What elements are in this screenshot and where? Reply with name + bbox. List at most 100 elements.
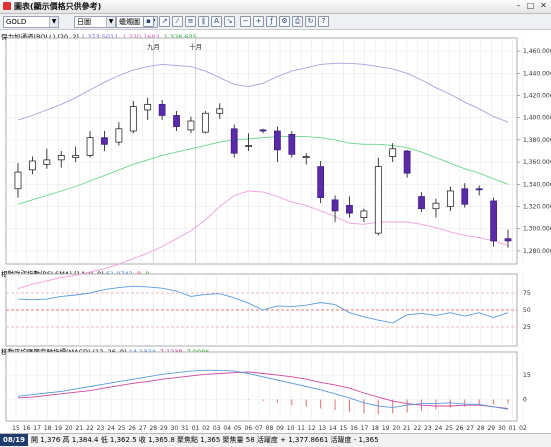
- x-tick-label: 19: [382, 425, 390, 432]
- macd-line: [17, 369, 509, 410]
- settings-icon[interactable]: ⚙: [279, 16, 290, 27]
- candle-body: [446, 190, 454, 207]
- text-tool-icon[interactable]: A: [211, 16, 222, 27]
- y-tick-label: 1,340.000: [523, 181, 551, 188]
- line-chart-icon[interactable]: ↗: [159, 16, 170, 27]
- zoom-out-icon[interactable]: −: [240, 16, 251, 27]
- x-tick-label: 28: [149, 425, 157, 432]
- candle-body: [158, 104, 166, 116]
- candle-body: [201, 112, 209, 133]
- macd-signal-line: [17, 371, 509, 409]
- y-tick-label: 1,420.000: [523, 93, 551, 100]
- candle-body: [475, 188, 483, 191]
- refresh-icon[interactable]: ↻: [305, 16, 316, 27]
- x-tick-label: 25: [445, 425, 453, 432]
- boll-middle-line: [17, 136, 509, 205]
- channel-icon[interactable]: ≡: [185, 16, 196, 27]
- candle-body: [418, 196, 425, 210]
- candle-body: [14, 171, 22, 190]
- x-tick-label: 26: [456, 425, 464, 432]
- x-tick-label: 20: [392, 425, 400, 432]
- x-tick-label: 29: [160, 425, 168, 432]
- candle-body: [245, 145, 252, 147]
- save-icon[interactable]: ▪: [143, 16, 154, 27]
- candle-body: [302, 156, 310, 159]
- y-tick-label: 1,360.000: [523, 159, 551, 166]
- panel-frame-3: [5, 351, 518, 422]
- x-tick-label: 04: [223, 425, 231, 432]
- month-label: 九月: [147, 42, 160, 51]
- candle-body: [317, 166, 325, 198]
- candle-body: [288, 134, 296, 155]
- x-tick-label: 23: [97, 425, 105, 432]
- x-tick-label: 20: [65, 425, 73, 432]
- x-tick-label: 23: [424, 425, 432, 432]
- arrow-tool-icon[interactable]: ↘: [224, 16, 235, 27]
- chevron-down-icon: ▼: [49, 17, 58, 27]
- boll-lower-line: [17, 190, 509, 290]
- fibonacci-icon[interactable]: ∥: [198, 16, 209, 27]
- x-tick-label: 21: [403, 425, 411, 432]
- x-tick-label: 01: [192, 425, 200, 432]
- boll-legend: 保力加通道(BOLL) (20, 2) 1,373.5011, 1,370.16…: [1, 33, 197, 41]
- x-tick-label: 22: [86, 425, 94, 432]
- y-tick-label: 1,400.000: [523, 115, 551, 122]
- x-tick-label: 18: [44, 425, 52, 432]
- candle-body: [374, 166, 382, 234]
- x-tick-label: 27: [139, 425, 147, 432]
- y-tick-label: 1,440.000: [523, 70, 551, 77]
- maximize-button[interactable]: □: [526, 1, 535, 10]
- x-tick-label: 27: [466, 425, 474, 432]
- symbol-select[interactable]: GOLD ▼: [3, 16, 59, 28]
- candle-body: [403, 150, 411, 174]
- x-tick-label: 06: [245, 425, 253, 432]
- x-tick-label: 17: [361, 425, 369, 432]
- rsi-tick-label: 25: [523, 324, 531, 331]
- chevron-down-icon: ▼: [106, 17, 115, 27]
- x-tick-label: 13: [318, 425, 326, 432]
- print-icon[interactable]: ⎙: [292, 16, 303, 27]
- candle-body: [461, 188, 469, 205]
- close-button[interactable]: ✕: [540, 1, 547, 10]
- candle-body: [29, 160, 36, 171]
- x-tick-label: 03: [213, 425, 221, 432]
- x-tick-label: 31: [181, 425, 189, 432]
- x-tick-label: 30: [498, 425, 506, 432]
- x-tick-label: 17: [33, 425, 41, 432]
- x-tick-label: 25: [118, 425, 126, 432]
- status-date: 08/19: [0, 434, 29, 446]
- zoom-in-icon[interactable]: +: [253, 16, 264, 27]
- minimize-button[interactable]: –: [516, 1, 521, 10]
- boll-legend-upper: 1,373.5011: [81, 33, 119, 41]
- panel-frame-1: [5, 37, 518, 265]
- x-tick-label: 21: [76, 425, 84, 432]
- x-tick-label: 09: [276, 425, 284, 432]
- candle-body: [101, 137, 108, 145]
- x-tick-label: 16: [350, 425, 358, 432]
- y-tick-label: 1,320.000: [523, 204, 551, 211]
- trendline-icon[interactable]: ⁄: [172, 16, 183, 27]
- macd-tick-label: 0: [523, 397, 527, 404]
- rsi-tick-label: 75: [523, 290, 531, 297]
- x-tick-label: 19: [54, 425, 62, 432]
- candle-body: [115, 128, 123, 143]
- x-tick-label: 28: [477, 425, 485, 432]
- candle-body: [331, 199, 339, 212]
- candle-body: [432, 202, 440, 210]
- x-tick-label: 18: [371, 425, 379, 432]
- x-tick-label: 26: [128, 425, 136, 432]
- window-title: 圖表(顯示價格只供參考): [14, 2, 102, 11]
- x-tick-label: 14: [329, 425, 337, 432]
- x-tick-label: 24: [435, 425, 443, 432]
- period-select[interactable]: 日圖 ▼: [74, 16, 116, 28]
- x-tick-label: 22: [414, 425, 422, 432]
- macd-tick-label: 15: [523, 372, 531, 379]
- x-tick-label: 12: [308, 425, 316, 432]
- boll-legend-middle: 1,326.635: [163, 33, 197, 41]
- help-icon[interactable]: ?: [318, 16, 329, 27]
- y-tick-label: 1,380.000: [523, 137, 551, 144]
- indicator-icon[interactable]: ƒ: [266, 16, 277, 27]
- x-tick-label: 15: [340, 425, 348, 432]
- candle-body: [43, 159, 51, 165]
